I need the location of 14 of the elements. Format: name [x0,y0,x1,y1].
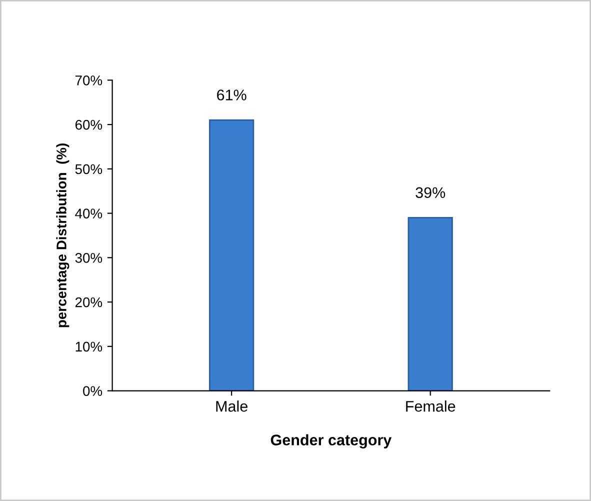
y-tick-label: 20% [75,297,102,308]
x-tick-label: Female [406,400,456,412]
y-tick-label: 40% [75,208,102,218]
x-axis-title: Gender category [270,434,392,448]
y-tick-label: 60% [75,120,102,130]
x-tick-label: Male [216,400,248,412]
y-tick-label: 10% [76,342,102,352]
y-axis-title: percentage Distribution (%) [56,144,70,328]
data-label: 39% [416,187,446,198]
y-tick-label: 30% [75,252,102,263]
y-tick-label: 0% [83,386,102,396]
data-label: 61% [217,90,246,100]
y-tick-label: 50% [75,164,102,174]
y-tick-label: 70% [75,75,102,86]
